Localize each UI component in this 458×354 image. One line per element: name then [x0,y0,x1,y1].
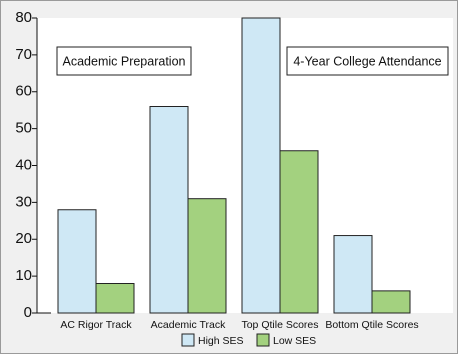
y-tick-label-20: 20 [15,230,32,247]
bar-high-ses-academic-track [149,106,189,314]
legend-label-high-ses: High SES [198,335,244,347]
legend: High SES Low SES [181,333,316,347]
bar-low-ses-bottom-qtile-scores [371,290,411,314]
category-label-ac-rigor-track: AC Rigor Track [60,319,132,331]
y-tick-label-30: 30 [15,193,32,210]
y-tick-label-0: 0 [24,304,32,321]
section-labels: Academic Preparation 4-Year College Atte… [56,46,449,76]
bars-layer [57,17,411,314]
bar-low-ses-top-qtile-scores [279,150,319,314]
y-tick-label-50: 50 [15,120,32,137]
bar-low-ses-academic-track [187,198,227,314]
bar-high-ses-ac-rigor-track [57,209,97,314]
legend-swatch-high-ses [181,333,195,347]
bar-low-ses-ac-rigor-track [95,283,135,314]
section-label-college-attendance: 4-Year College Attendance [293,55,441,69]
legend-swatch-low-ses [256,333,270,347]
category-label-top-qtile-scores: Top Qtile Scores [241,319,318,331]
y-tick-label-70: 70 [15,46,32,63]
bar-high-ses-bottom-qtile-scores [333,235,373,314]
section-box-academic-preparation [56,46,192,76]
category-label-academic-track: Academic Track [151,319,226,331]
section-box-college-attendance [286,46,449,76]
y-tick-label-80: 80 [15,9,32,26]
category-label-bottom-qtile-scores: Bottom Qtile Scores [325,319,418,331]
legend-label-low-ses: Low SES [273,335,316,347]
bar-high-ses-top-qtile-scores [241,17,281,314]
axis-layer [32,17,51,314]
category-labels: AC Rigor Track Academic Track Top Qtile Sc… [60,319,418,331]
y-tick-label-40: 40 [15,156,32,173]
section-label-academic-preparation: Academic Preparation [63,55,186,69]
y-tick-label-10: 10 [15,267,32,284]
y-tick-labels: 0 10 20 30 40 50 60 70 80 [15,9,32,321]
y-tick-label-60: 60 [15,83,32,100]
